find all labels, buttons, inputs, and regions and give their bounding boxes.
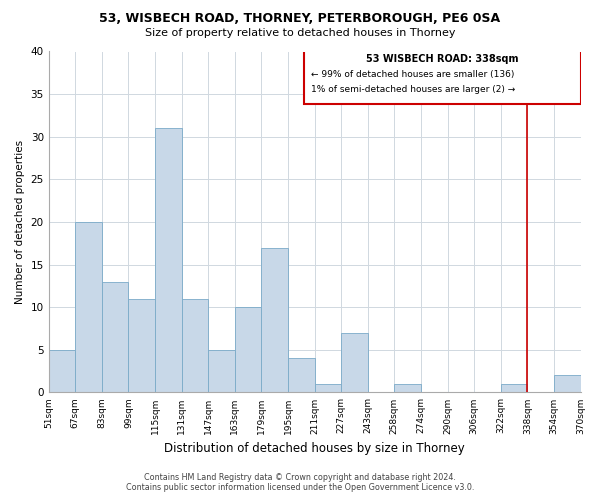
Bar — [394, 384, 421, 392]
Bar — [235, 307, 262, 392]
Bar — [208, 350, 235, 393]
Bar — [75, 222, 102, 392]
Text: 53, WISBECH ROAD, THORNEY, PETERBOROUGH, PE6 0SA: 53, WISBECH ROAD, THORNEY, PETERBOROUGH,… — [100, 12, 500, 26]
Y-axis label: Number of detached properties: Number of detached properties — [15, 140, 25, 304]
Bar — [554, 376, 581, 392]
Text: Size of property relative to detached houses in Thorney: Size of property relative to detached ho… — [145, 28, 455, 38]
Text: 1% of semi-detached houses are larger (2) →: 1% of semi-detached houses are larger (2… — [311, 86, 515, 94]
Bar — [501, 384, 527, 392]
Bar — [128, 298, 155, 392]
Bar — [314, 384, 341, 392]
Bar — [155, 128, 182, 392]
X-axis label: Distribution of detached houses by size in Thorney: Distribution of detached houses by size … — [164, 442, 465, 455]
Text: Contains HM Land Registry data © Crown copyright and database right 2024.
Contai: Contains HM Land Registry data © Crown c… — [126, 473, 474, 492]
Bar — [341, 333, 368, 392]
Bar — [49, 350, 75, 393]
Bar — [262, 248, 288, 392]
Bar — [288, 358, 314, 392]
Bar — [102, 282, 128, 393]
FancyBboxPatch shape — [304, 50, 581, 104]
Text: 53 WISBECH ROAD: 338sqm: 53 WISBECH ROAD: 338sqm — [366, 54, 518, 64]
Bar — [182, 298, 208, 392]
Text: ← 99% of detached houses are smaller (136): ← 99% of detached houses are smaller (13… — [311, 70, 514, 79]
